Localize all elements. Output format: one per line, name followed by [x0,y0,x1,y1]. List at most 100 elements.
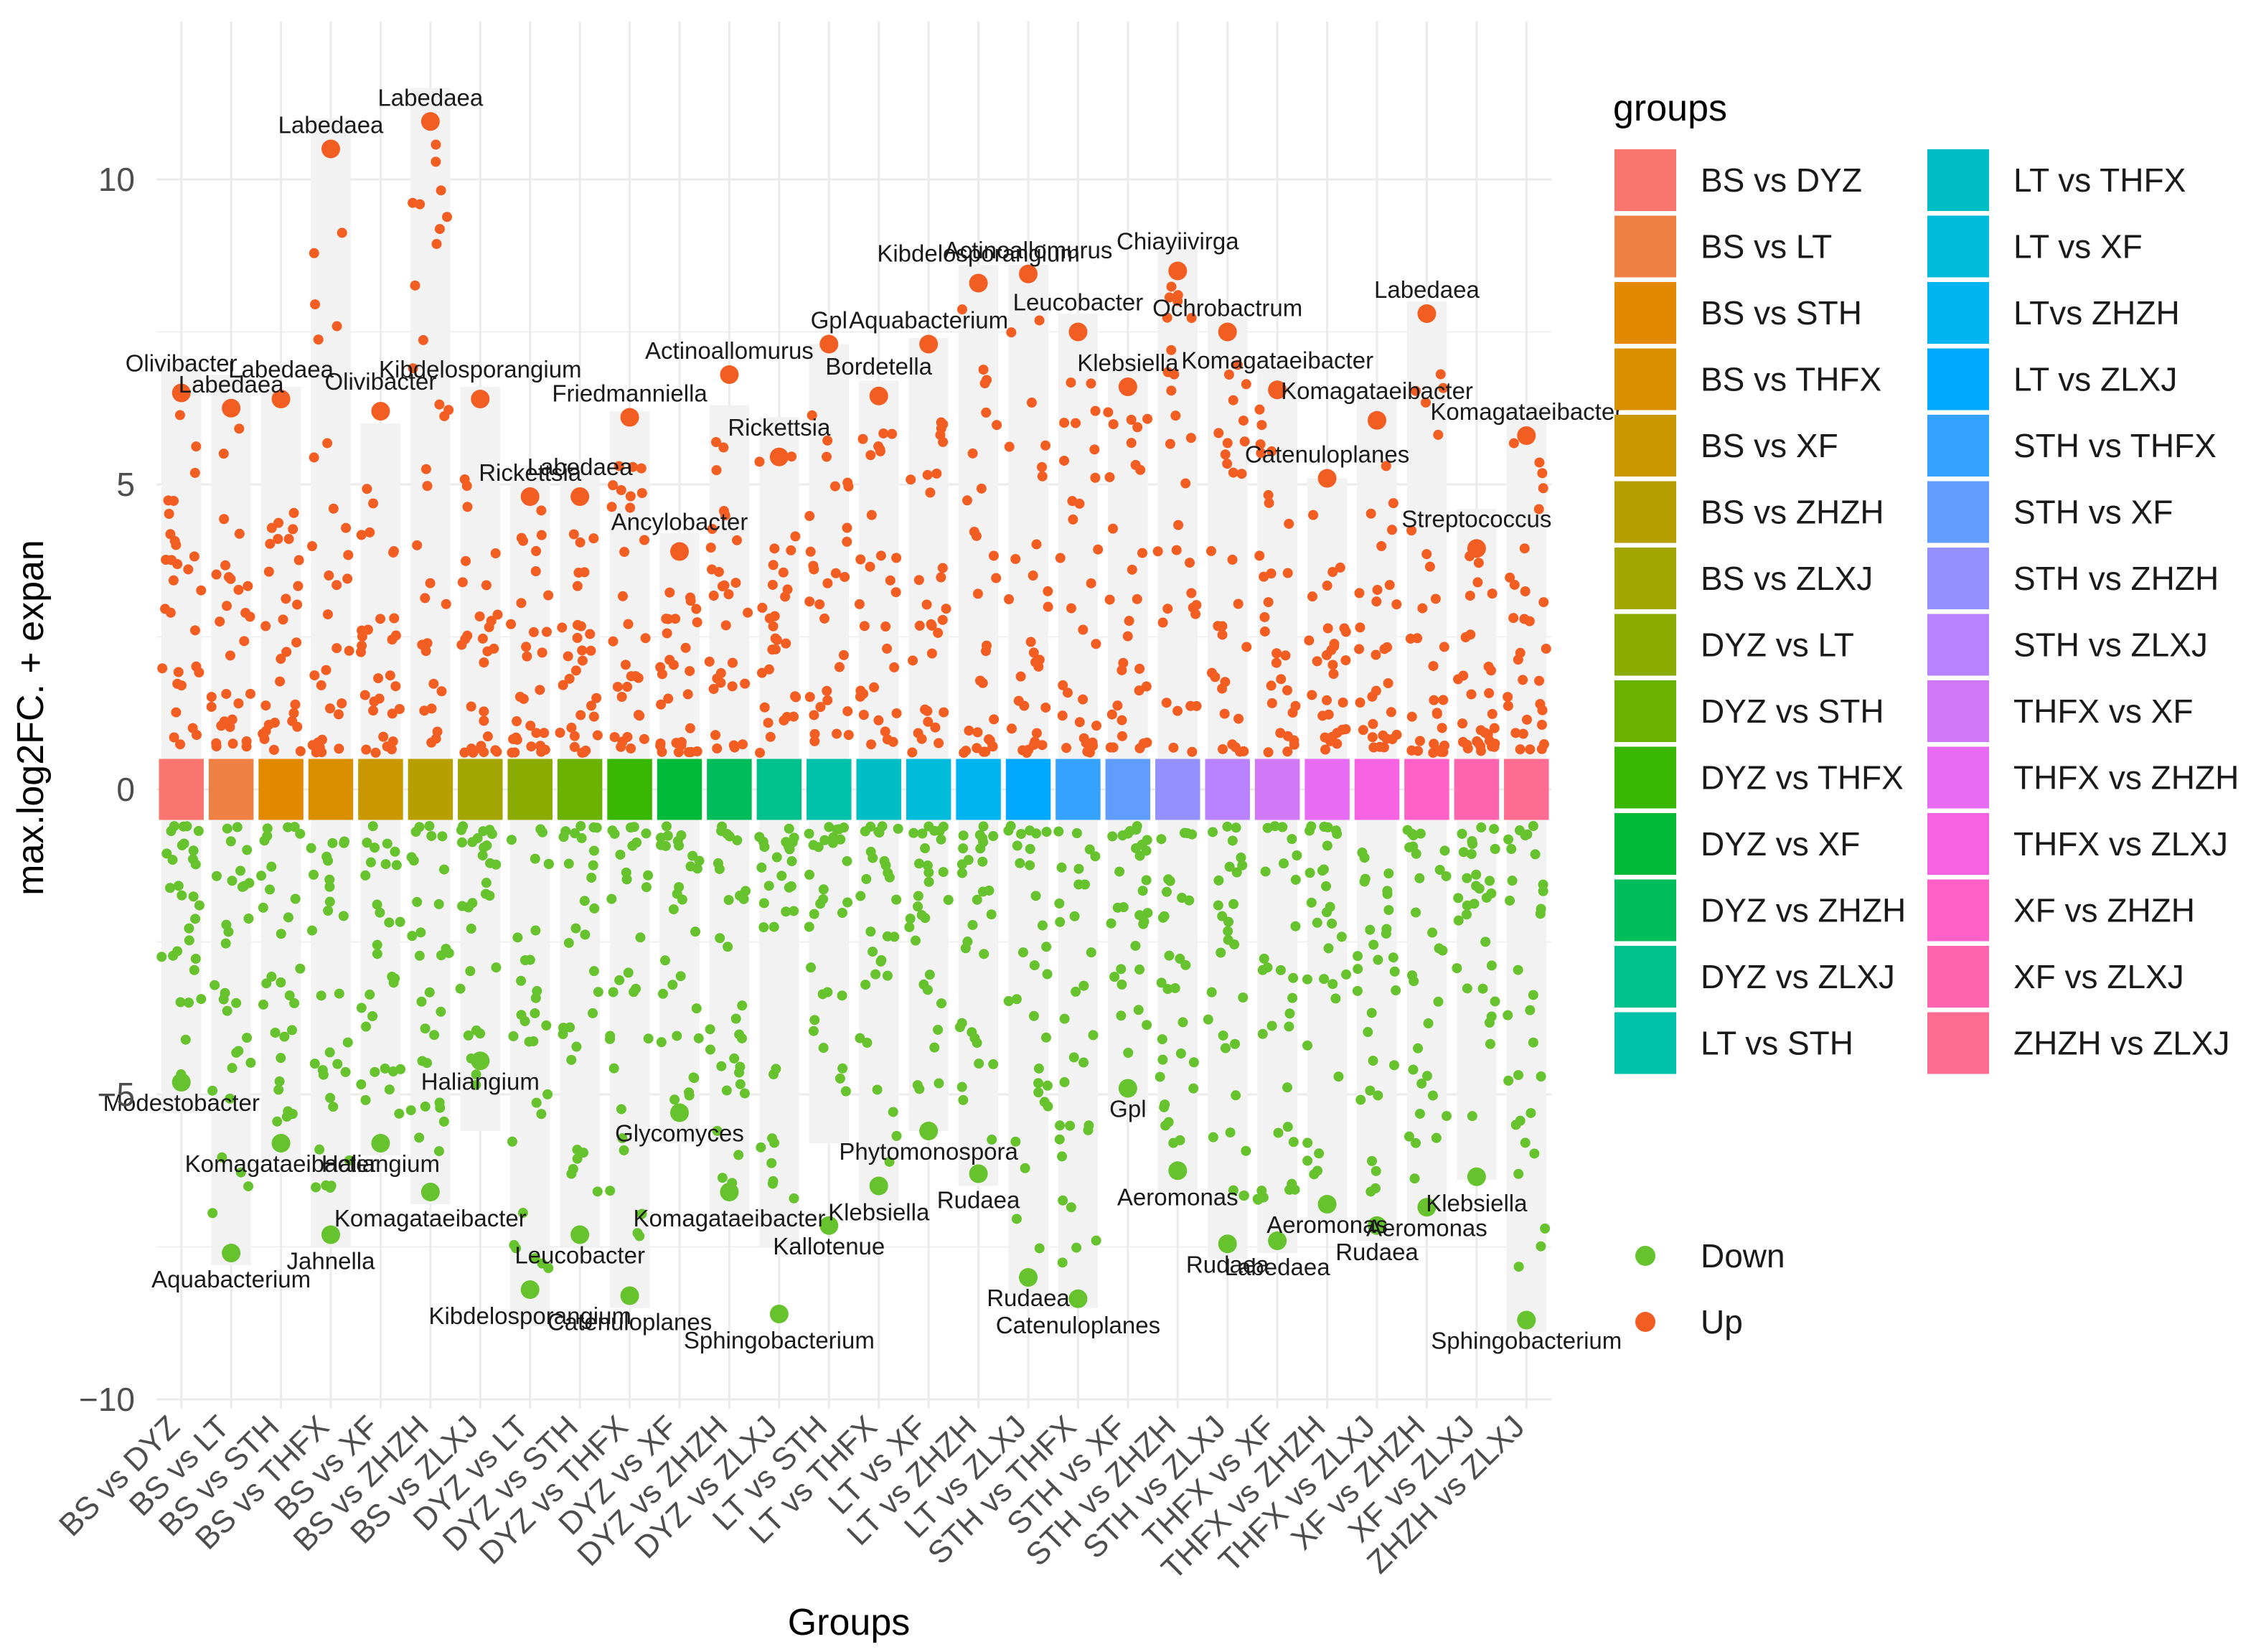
point-label: Bordetella [825,353,932,380]
legend-label: XF vs ZLXJ [2013,958,2184,995]
down-point [606,893,617,904]
up-point [1188,602,1198,613]
point-label: Sphingobacterium [684,1327,875,1353]
up-point [972,588,983,599]
up-point [1066,603,1076,614]
up-point [1233,713,1244,724]
down-point [295,963,306,974]
down-point [560,826,571,837]
up-point [196,585,207,596]
labeled-point [1317,1195,1337,1214]
down-point [1223,934,1233,945]
up-point [1213,621,1223,632]
down-point [1431,1132,1442,1143]
labeled-point [1368,410,1386,430]
legend-swatch [1614,282,1676,344]
down-point [384,1084,395,1095]
up-point [1518,675,1528,685]
group-tile [856,759,901,820]
up-point [1266,446,1277,456]
up-point [1326,644,1337,655]
point-label: Komagataeibacter [1281,377,1473,404]
down-point [588,845,599,856]
down-point [416,996,427,1007]
down-point [467,898,478,909]
up-point [934,738,944,748]
up-point [234,528,245,539]
legend-label: BS vs XF [1701,427,1838,464]
down-point [781,906,791,917]
down-point [1277,822,1288,832]
group-tile [1105,759,1151,820]
group-tile [557,759,603,820]
down-point [1526,1107,1536,1118]
up-point [1019,700,1030,711]
point-labels: OlivibacterLabedaeaLabedaeaLabedaeaOlivi… [103,84,1623,1353]
up-point [757,602,768,613]
down-point [1216,947,1226,958]
down-point [516,975,527,986]
down-point [156,952,167,962]
down-point [290,893,301,904]
up-point [1043,586,1053,596]
group-tile [1056,759,1101,820]
up-point [1021,747,1032,758]
down-point [840,1086,851,1097]
down-point [1434,865,1445,876]
down-point [1284,1008,1295,1019]
point-label: Labedaea [377,84,483,111]
up-point [189,467,200,478]
up-point [663,693,674,704]
down-point [1406,970,1417,981]
down-point [1341,969,1352,980]
up-point [245,611,255,622]
up-point [1435,369,1446,380]
up-point [1004,441,1015,452]
up-point [1103,407,1114,418]
labeled-point [520,487,540,506]
down-point [661,821,672,832]
up-point [873,715,884,726]
down-point [524,1036,535,1047]
up-point [786,451,797,462]
up-point [490,745,501,756]
up-point [1271,648,1282,659]
down-point [693,1033,704,1043]
up-point [1239,436,1250,447]
down-point [1227,835,1238,846]
down-point [756,1142,766,1153]
down-point [1288,972,1299,983]
down-point [1441,870,1452,881]
up-point [586,700,596,711]
down-point [1034,1243,1045,1254]
up-point [1091,639,1101,649]
up-point [273,534,283,545]
up-point [743,607,753,618]
up-point [332,580,342,591]
down-point [1330,993,1341,1004]
up-point [522,651,532,662]
up-point [626,743,636,754]
up-point [526,741,537,752]
down-point [365,857,376,868]
up-point [466,701,476,712]
point-label: Actinoallomurus [944,237,1113,263]
down-point [1457,828,1467,839]
legend-label: ZHZH vs ZLXJ [2013,1025,2230,1062]
down-point [806,962,817,973]
down-point [588,1008,598,1018]
up-point [441,599,451,609]
down-point [324,874,335,885]
down-point [818,884,829,895]
up-point [1227,554,1238,565]
down-point [771,852,782,863]
up-point [536,505,547,516]
up-point [225,722,235,733]
up-point [283,534,294,545]
up-point [169,732,179,743]
up-point [1368,718,1378,729]
point-label: Rudaea [937,1187,1020,1214]
down-point [1406,828,1417,839]
down-point [784,882,794,893]
down-point [196,994,207,1005]
